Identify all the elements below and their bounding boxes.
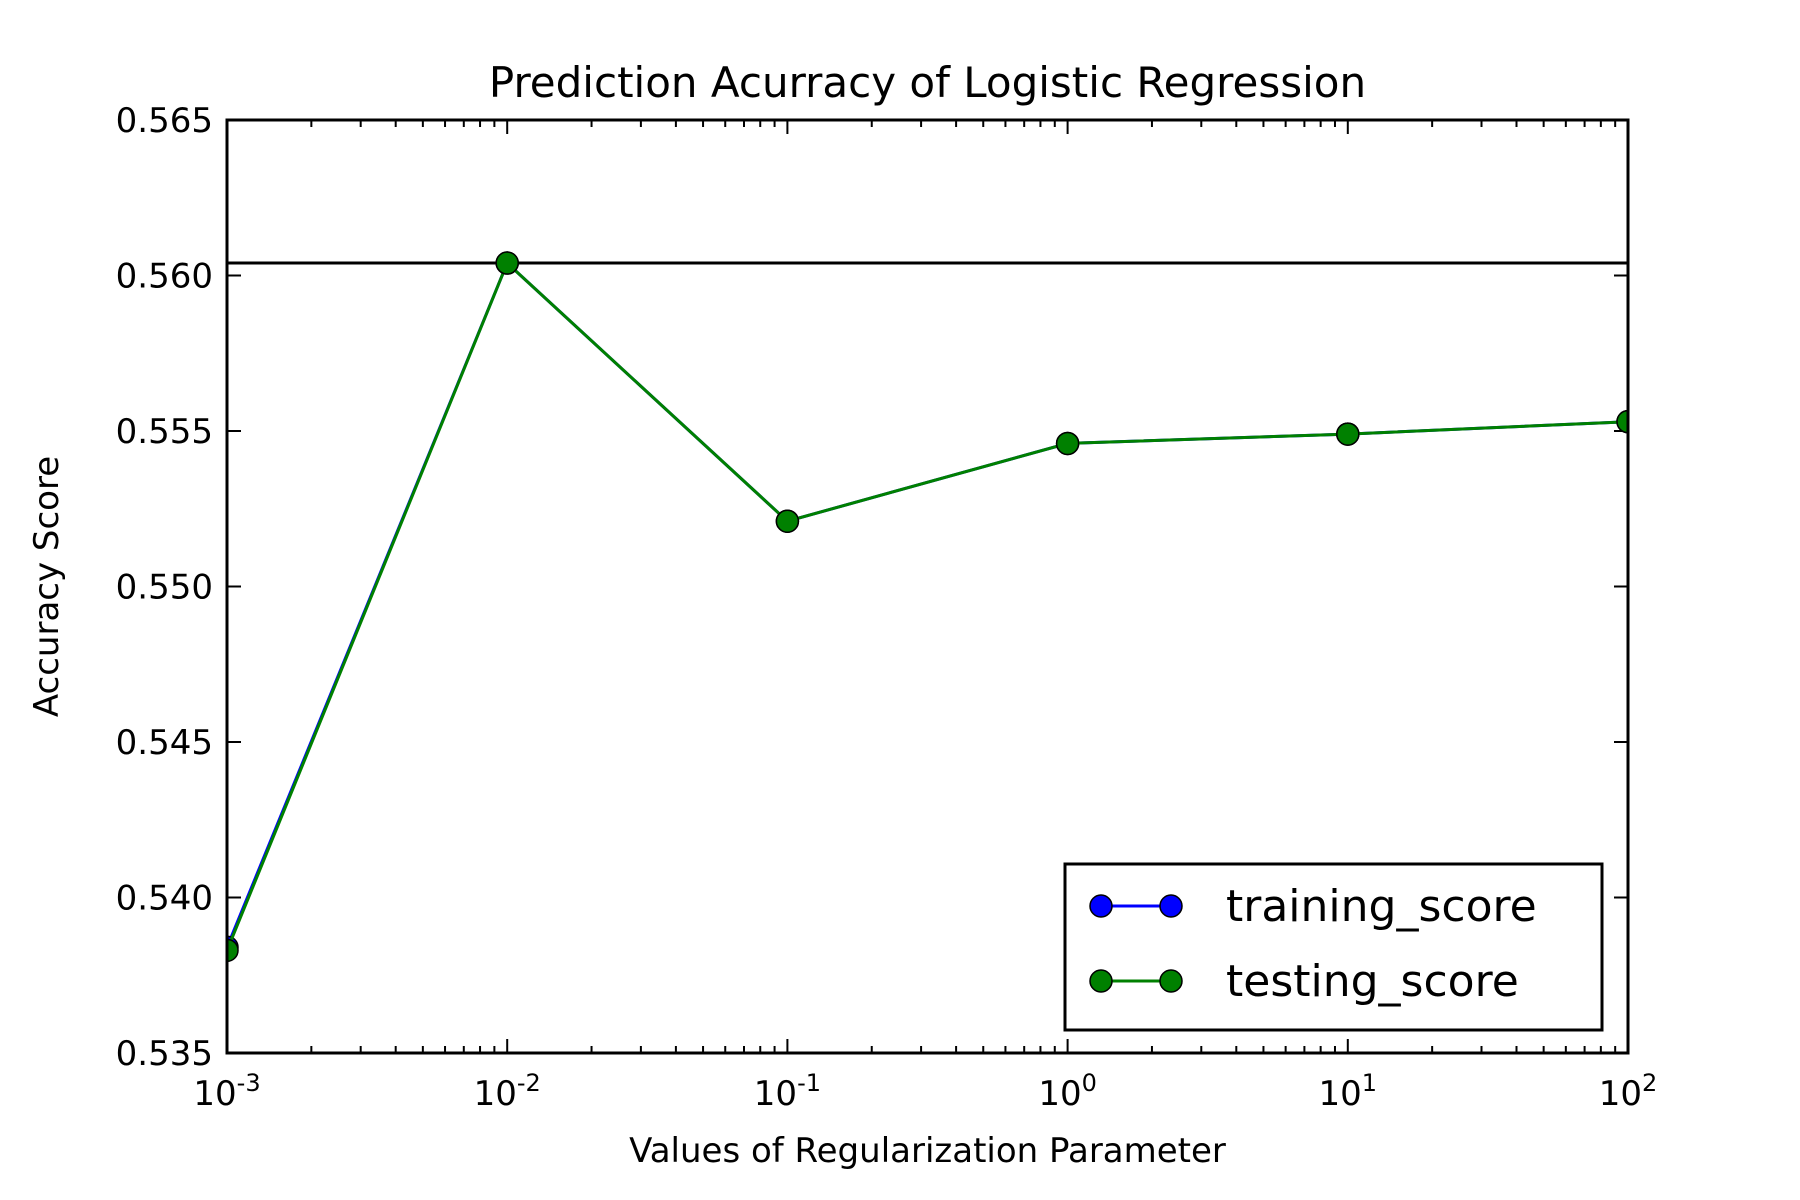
legend: training_score testing_score [1063, 862, 1604, 1032]
x-tick-label: 100 [1038, 1069, 1097, 1114]
x-tick-exponent: 0 [1082, 1069, 1097, 1097]
legend-marker [1089, 969, 1113, 993]
x-tick-label: 10-3 [193, 1069, 260, 1114]
plot-frame [225, 118, 1630, 1055]
x-tick-base: 10 [1038, 1074, 1081, 1114]
data-point-testing_score [227, 938, 239, 963]
x-tick-labels: 10-3 10-2 10-1 100 101 102 [193, 1069, 1657, 1114]
x-tick-exponent: 2 [1642, 1069, 1657, 1097]
x-tick-label: 10-1 [754, 1069, 821, 1114]
x-tick-label: 101 [1319, 1069, 1378, 1114]
y-tick-label: 0.535 [116, 1034, 213, 1074]
y-tick-label: 0.565 [116, 101, 213, 141]
data-point-testing_score [775, 509, 800, 533]
x-tick-label: 10-2 [474, 1069, 541, 1114]
series-training_score [227, 251, 1628, 960]
x-tick-base: 10 [474, 1074, 517, 1114]
y-tick-label: 0.550 [116, 568, 213, 608]
legend-box [1063, 862, 1604, 1032]
data-point-testing_score [1055, 431, 1080, 456]
legend-item: testing_score [1089, 956, 1519, 1007]
x-tick-label: 102 [1599, 1069, 1658, 1114]
x-tick-base: 10 [754, 1074, 797, 1114]
x-tick-exponent: -3 [237, 1069, 261, 1097]
y-axis-label: Accuracy Score [27, 456, 67, 717]
series-testing_score [227, 251, 1628, 963]
x-tick-exponent: 1 [1362, 1069, 1377, 1097]
legend-marker [1089, 894, 1113, 918]
legend-item: training_score [1089, 881, 1537, 932]
x-tick-exponent: -1 [797, 1069, 821, 1097]
data-point-testing_score [1336, 422, 1360, 446]
data-point-testing_score [1616, 409, 1628, 434]
y-tick-label: 0.555 [116, 412, 213, 452]
x-tick-base: 10 [193, 1074, 236, 1114]
legend-label: testing_score [1226, 956, 1519, 1007]
chart-title: Prediction Acurracy of Logistic Regressi… [489, 58, 1366, 107]
plot-content [227, 251, 1628, 963]
series-line-training_score [227, 260, 1628, 948]
y-tick-label: 0.560 [116, 257, 213, 297]
y-tick-label: 0.545 [116, 723, 213, 763]
legend-label: training_score [1226, 881, 1537, 932]
x-tick-base: 10 [1319, 1074, 1362, 1114]
y-tick-labels: 0.535 0.540 0.545 0.550 0.555 0.560 0.565 [116, 101, 213, 1074]
y-tick-label: 0.540 [116, 879, 213, 919]
x-tick-base: 10 [1599, 1074, 1642, 1114]
x-axis-label: Values of Regularization Parameter [629, 1131, 1226, 1171]
legend-marker [1159, 969, 1183, 993]
data-point-testing_score [495, 251, 519, 275]
legend-marker [1159, 894, 1183, 918]
x-tick-exponent: -2 [517, 1069, 541, 1097]
series-line-testing_score [227, 260, 1628, 951]
